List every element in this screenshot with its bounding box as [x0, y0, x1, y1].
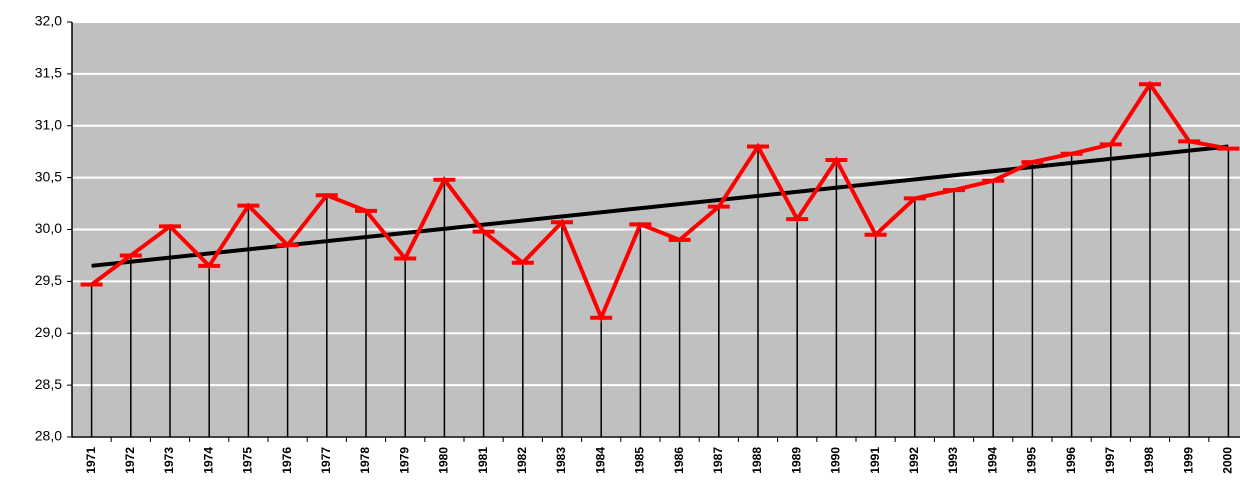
y-tick-label: 31,5 [35, 65, 62, 81]
x-tick-label: 2000 [1221, 447, 1235, 474]
x-tick-label: 1994 [985, 447, 999, 474]
x-tick-label: 1991 [868, 447, 882, 474]
x-tick-label: 1974 [201, 447, 215, 474]
x-tick-label: 1990 [829, 447, 843, 474]
x-tick-label: 1975 [241, 447, 255, 474]
x-tick-label: 1983 [554, 447, 568, 474]
x-tick-label: 1995 [1025, 447, 1039, 474]
x-tick-label: 1985 [633, 447, 647, 474]
x-tick-label: 1998 [1142, 447, 1156, 474]
x-tick-label: 1993 [946, 447, 960, 474]
y-tick-label: 30,0 [35, 220, 62, 236]
x-tick-label: 1976 [280, 447, 294, 474]
x-tick-label: 1989 [789, 447, 803, 474]
y-tick-label: 28,0 [35, 428, 62, 444]
y-tick-label: 28,5 [35, 376, 62, 392]
x-tick-label: 1992 [907, 447, 921, 474]
x-tick-label: 1973 [162, 447, 176, 474]
y-tick-label: 31,0 [35, 116, 62, 132]
y-tick-label: 30,5 [35, 168, 62, 184]
x-tick-label: 1971 [84, 447, 98, 474]
x-tick-label: 1988 [750, 447, 764, 474]
x-tick-label: 1978 [358, 447, 372, 474]
y-tick-label: 29,0 [35, 324, 62, 340]
x-tick-label: 1981 [476, 447, 490, 474]
x-tick-label: 1986 [672, 447, 686, 474]
x-tick-label: 1997 [1103, 447, 1117, 474]
x-tick-label: 1996 [1064, 447, 1078, 474]
x-tick-label: 1984 [593, 447, 607, 474]
x-tick-label: 1977 [319, 447, 333, 474]
x-tick-label: 1980 [437, 447, 451, 474]
x-tick-label: 1999 [1181, 447, 1195, 474]
x-tick-label: 1982 [515, 447, 529, 474]
y-tick-label: 32,0 [35, 13, 62, 29]
x-tick-label: 1972 [123, 447, 137, 474]
x-tick-label: 1979 [397, 447, 411, 474]
y-tick-label: 29,5 [35, 272, 62, 288]
x-tick-label: 1987 [711, 447, 725, 474]
